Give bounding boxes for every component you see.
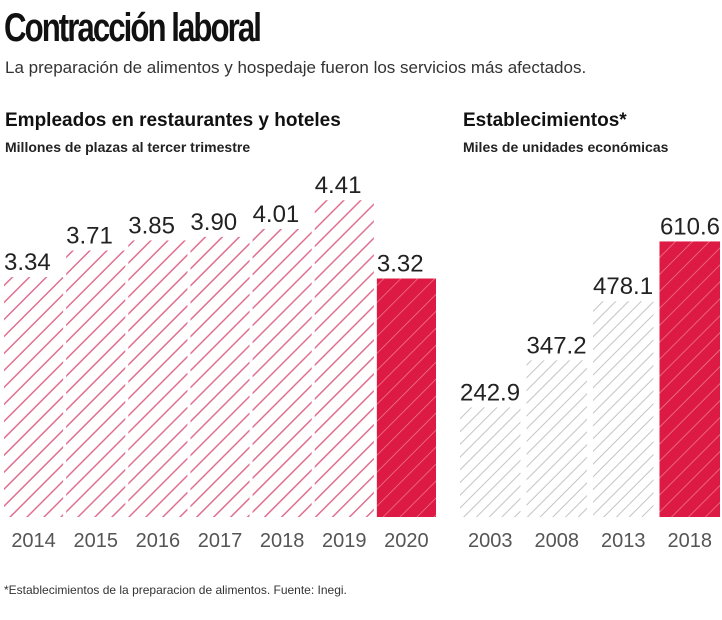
establishments-bar-2018 [659, 241, 720, 517]
employees-value-label: 3.85 [128, 212, 175, 239]
establishments-category-label: 2018 [668, 530, 713, 552]
establishments-value-label: 610.6 [660, 213, 720, 240]
employees-category-label: 2019 [322, 530, 367, 552]
establishments-category-label: 2003 [468, 530, 513, 552]
employees-value-label: 4.01 [253, 201, 300, 228]
establishments-chart-subtitle: Miles de unidades económicas [463, 139, 669, 155]
establishments-value-label: 347.2 [527, 332, 587, 359]
establishments-bar-2008 [526, 360, 587, 517]
employees-category-label: 2018 [260, 530, 305, 552]
employees-category-label: 2014 [11, 530, 56, 552]
employees-bar-2015 [66, 250, 126, 517]
establishments-value-label: 478.1 [593, 273, 653, 300]
employees-chart-title: Empleados en restaurantes y hoteles [5, 110, 341, 131]
employees-bar-2018 [252, 228, 312, 517]
employees-category-label: 2020 [384, 530, 429, 552]
employees-bar-2014 [4, 277, 64, 517]
employees-chart-subtitle: Millones de plazas al tercer trimestre [5, 139, 251, 155]
establishments-category-label: 2008 [535, 530, 580, 552]
establishments-bar-2003 [460, 407, 521, 517]
employees-value-label: 3.90 [190, 209, 237, 236]
establishments-value-label: 242.9 [460, 379, 520, 406]
employees-bar-2020 [376, 278, 436, 517]
employees-value-label: 3.34 [4, 249, 51, 276]
establishments-chart-title: Establecimientos* [463, 110, 627, 131]
employees-bar-2019 [314, 200, 374, 517]
employees-value-label: 3.71 [66, 222, 113, 249]
employees-category-label: 2015 [73, 530, 118, 552]
establishments-category-label: 2013 [601, 530, 646, 552]
page-subtitle: La preparación de alimentos y hospedaje … [5, 58, 587, 77]
employees-bar-2017 [190, 236, 250, 517]
employees-category-label: 2017 [198, 530, 243, 552]
employees-bar-2016 [128, 240, 188, 517]
employees-value-label: 4.41 [315, 172, 362, 199]
employees-value-label: 3.32 [377, 251, 424, 278]
page-title: Contracción laboral [4, 6, 262, 50]
footnote: *Establecimientos de la preparacion de a… [4, 583, 347, 597]
employees-category-label: 2016 [136, 530, 181, 552]
establishments-bar-2013 [593, 301, 654, 517]
